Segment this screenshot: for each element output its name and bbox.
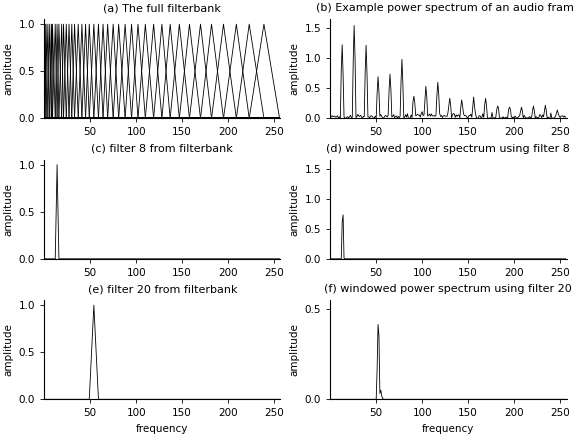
Y-axis label: amplitude: amplitude <box>3 183 13 236</box>
Y-axis label: amplitude: amplitude <box>3 323 13 376</box>
Title: (c) filter 8 from filterbank: (c) filter 8 from filterbank <box>91 144 233 154</box>
Y-axis label: amplitude: amplitude <box>3 42 13 95</box>
X-axis label: frequency: frequency <box>136 424 188 434</box>
Title: (a) The full filterbank: (a) The full filterbank <box>103 3 222 13</box>
Title: (d) windowed power spectrum using filter 8: (d) windowed power spectrum using filter… <box>327 144 571 154</box>
Y-axis label: amplitude: amplitude <box>289 183 299 236</box>
Title: (e) filter 20 from filterbank: (e) filter 20 from filterbank <box>88 284 237 294</box>
Title: (b) Example power spectrum of an audio frame: (b) Example power spectrum of an audio f… <box>316 3 574 13</box>
Y-axis label: amplitude: amplitude <box>289 323 299 376</box>
Y-axis label: amplitude: amplitude <box>289 42 299 95</box>
X-axis label: frequency: frequency <box>422 424 475 434</box>
Title: (f) windowed power spectrum using filter 20: (f) windowed power spectrum using filter… <box>324 284 572 294</box>
